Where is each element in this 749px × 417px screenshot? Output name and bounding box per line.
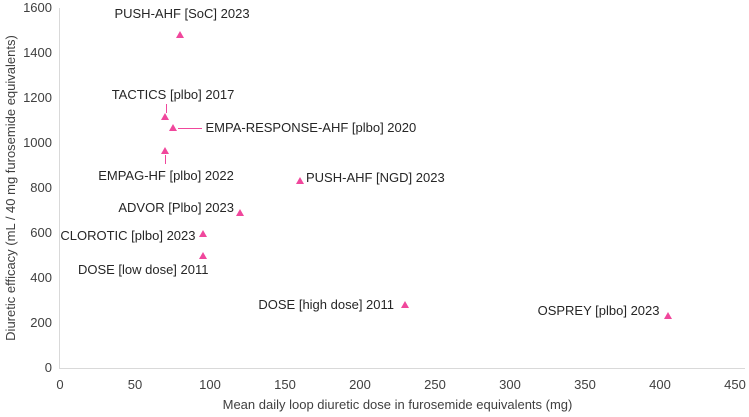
data-point-label: DOSE [high dose] 2011 <box>258 297 394 312</box>
data-point-label: DOSE [low dose] 2011 <box>77 261 209 277</box>
y-axis-tick-label: 800 <box>30 180 52 195</box>
y-axis-tick-label: 600 <box>30 225 52 240</box>
data-point-marker <box>176 31 184 38</box>
data-point-marker <box>663 312 672 320</box>
y-axis-tick-label: 1400 <box>23 45 52 60</box>
x-axis-tick-label: 50 <box>127 377 143 392</box>
y-axis-tick-label: 0 <box>44 360 52 375</box>
y-axis-tick-label: 1000 <box>23 135 52 150</box>
x-axis-tick-label: 450 <box>724 377 746 392</box>
data-point-marker <box>401 301 409 308</box>
x-axis-tick-label: 150 <box>274 377 296 392</box>
data-point-marker <box>168 124 177 132</box>
leader-line <box>177 128 202 130</box>
data-point-label: PUSH-AHF [SoC] 2023 <box>114 6 250 21</box>
y-axis-tick-label: 200 <box>30 315 52 330</box>
data-point-label: EMPA-RESPONSE-AHF [plbo] 2020 <box>205 120 417 136</box>
data-point-marker <box>161 113 169 121</box>
y-axis-tick-label: 1200 <box>23 90 52 105</box>
x-axis-tick-label: 350 <box>574 377 596 392</box>
data-point-label: PUSH-AHF [NGD] 2023 <box>306 170 445 186</box>
x-axis-tick-label: 100 <box>199 377 221 392</box>
x-axis-tick-label: 250 <box>424 377 446 392</box>
data-point-label: CLOROTIC [plbo] 2023 <box>60 228 196 244</box>
data-point-marker <box>161 146 169 154</box>
leader-line <box>166 104 167 114</box>
data-point-marker <box>296 177 304 185</box>
data-point-label: ADVOR [Plbo] 2023 <box>118 199 234 215</box>
data-point-marker <box>198 251 207 259</box>
x-axis-title: Mean daily loop diuretic dose in furosem… <box>222 397 573 412</box>
x-axis-tick-label: 300 <box>499 377 521 392</box>
data-point-marker <box>198 230 207 238</box>
y-axis-tick-label: 400 <box>30 270 52 285</box>
x-axis-tick-label: 200 <box>349 377 371 392</box>
x-axis-line <box>59 368 745 369</box>
x-axis-tick-label: 0 <box>56 377 64 392</box>
data-point-marker <box>236 208 244 216</box>
y-axis-tick-label: 1600 <box>23 0 52 15</box>
data-point-label: TACTICS [plbo] 2017 <box>111 87 235 103</box>
y-axis-line <box>59 8 60 368</box>
data-point-label: EMPAG-HF [plbo] 2022 <box>98 167 234 183</box>
x-axis-tick-label: 400 <box>649 377 671 392</box>
data-point-label: OSPREY [plbo] 2023 <box>537 303 660 319</box>
leader-line <box>165 154 166 164</box>
